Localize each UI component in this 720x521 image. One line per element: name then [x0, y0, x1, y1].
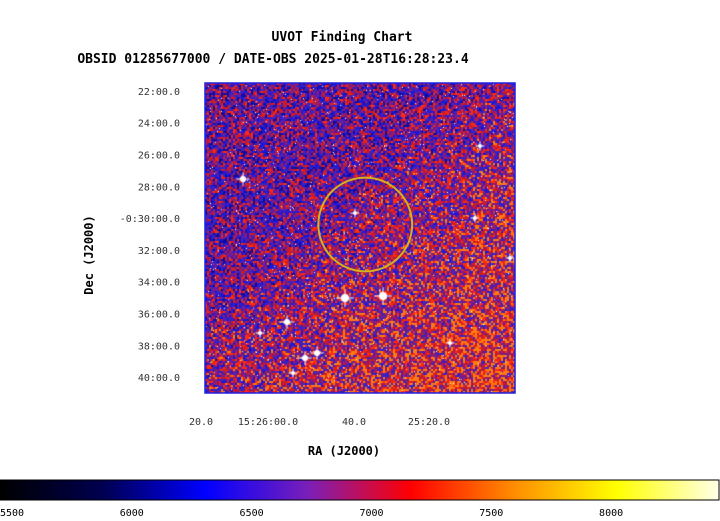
colorbar-tick-label: 6500	[240, 508, 264, 519]
colorbar: 5500 6000 6500 7000 7500 8000	[0, 479, 720, 519]
colorbar-tick-label: 5500	[0, 508, 24, 519]
ra-tick-label: 20.0	[189, 417, 213, 428]
image-frame	[204, 82, 516, 394]
dec-tick-label: 34:00.0	[138, 278, 180, 289]
chart-subtitle: OBSID 01285677000 / DATE-OBS 2025-01-28T…	[77, 52, 469, 67]
dec-tick-label: -0:30:00.0	[120, 214, 180, 225]
target-circle	[317, 176, 414, 273]
ra-axis-ticks: 20.0 15:26:00.0 40.0 25:20.0	[189, 417, 450, 428]
y-axis-label: Dec (J2000)	[82, 215, 96, 294]
x-axis-label: RA (J2000)	[308, 444, 380, 458]
dec-tick-label: 38:00.0	[138, 341, 180, 352]
dec-tick-label: 26:00.0	[138, 151, 180, 162]
chart-title: UVOT Finding Chart	[272, 30, 413, 45]
colorbar-tick-label: 7000	[359, 508, 383, 519]
dec-tick-label: 24:00.0	[138, 119, 180, 130]
sky-image	[205, 83, 515, 393]
dec-tick-label: 28:00.0	[138, 182, 180, 193]
colorbar-tick-label: 6000	[120, 508, 144, 519]
dec-axis-ticks: 22:00.0 24:00.0 26:00.0 28:00.0 -0:30:00.0 32…	[120, 87, 180, 384]
ra-tick-label: 15:26:00.0	[238, 417, 298, 428]
colorbar-tick-label: 8000	[599, 508, 623, 519]
sky-image-layer	[205, 83, 515, 393]
colorbar-ticks: 5500 6000 6500 7000 7500 8000	[0, 508, 623, 519]
dec-tick-label: 36:00.0	[138, 310, 180, 321]
ra-tick-label: 40.0	[342, 417, 366, 428]
colorbar-tick-label: 7500	[479, 508, 503, 519]
dec-tick-label: 40:00.0	[138, 373, 180, 384]
colorbar-gradient	[0, 479, 720, 501]
dec-tick-label: 22:00.0	[138, 87, 180, 98]
dec-tick-label: 32:00.0	[138, 246, 180, 257]
ra-tick-label: 25:20.0	[408, 417, 450, 428]
